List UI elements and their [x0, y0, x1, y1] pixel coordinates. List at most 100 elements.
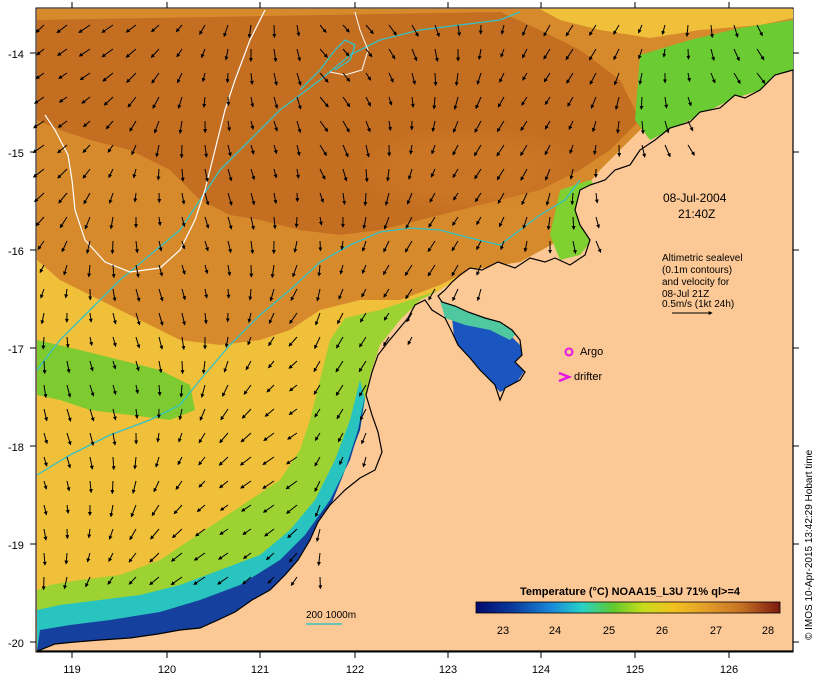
velocity-arrow — [496, 144, 505, 157]
velocity-arrow — [220, 408, 229, 421]
velocity-arrow — [404, 264, 413, 277]
velocity-arrow — [500, 24, 505, 35]
velocity-arrow — [270, 264, 275, 279]
velocity-arrow — [687, 72, 691, 83]
velocity-arrow — [111, 264, 116, 279]
velocity-arrow — [43, 408, 48, 422]
velocity-arrow — [181, 312, 186, 326]
y-tick-label: -20 — [8, 638, 24, 650]
velocity-arrow — [89, 360, 94, 372]
velocity-arrow — [158, 312, 164, 326]
velocity-arrow — [361, 288, 367, 298]
velocity-arrow — [314, 432, 321, 441]
velocity-arrow — [500, 48, 505, 58]
velocity-arrow — [227, 144, 232, 157]
velocity-arrow — [452, 288, 459, 302]
velocity-arrow — [193, 552, 206, 561]
velocity-arrow — [107, 576, 114, 585]
velocity-arrow — [227, 120, 232, 132]
velocity-arrow — [453, 96, 459, 110]
velocity-arrow — [544, 144, 551, 156]
velocity-arrow — [545, 192, 551, 206]
velocity-arrow — [340, 240, 345, 251]
velocity-arrow — [108, 528, 114, 540]
velocity-arrow — [133, 456, 138, 470]
velocity-arrow — [32, 144, 45, 154]
x-tick-label: 124 — [532, 664, 550, 676]
date-label: 08-Jul-2004 — [663, 191, 727, 205]
velocity-arrow — [66, 408, 72, 422]
velocity-arrow — [63, 264, 68, 276]
velocity-arrow — [170, 576, 183, 586]
velocity-arrow — [128, 576, 137, 585]
altimetry-note: Altimetric sealevel (0.1m contours) and … — [662, 253, 743, 310]
velocity-arrow — [313, 360, 321, 373]
velocity-arrow — [109, 504, 114, 518]
velocity-arrow — [58, 192, 68, 204]
y-tick-label: -16 — [8, 246, 24, 258]
velocity-arrow — [66, 360, 71, 374]
x-tick-label: 121 — [251, 664, 269, 676]
velocity-arrow — [336, 336, 344, 349]
velocity-arrow — [155, 144, 160, 158]
velocity-arrow — [358, 384, 367, 397]
velocity-arrow — [452, 216, 459, 226]
velocity-arrow — [342, 96, 351, 108]
velocity-arrow — [111, 456, 116, 471]
velocity-arrow — [43, 480, 48, 490]
velocity-arrow — [219, 432, 229, 444]
velocity-arrow — [316, 288, 321, 302]
depth-contours — [36, 11, 581, 476]
velocity-arrow — [195, 528, 206, 537]
velocity-arrow — [591, 120, 597, 133]
velocity-arrow — [181, 264, 186, 275]
velocity-arrow — [411, 48, 418, 62]
velocity-arrow — [664, 96, 669, 109]
velocity-arrow — [135, 360, 140, 372]
velocity-arrow — [248, 288, 253, 301]
velocity-arrow — [273, 168, 278, 179]
velocity-arrow — [362, 456, 367, 468]
velocity-arrow — [477, 48, 482, 60]
velocity-arrow — [315, 528, 321, 542]
velocity-arrow — [87, 528, 92, 539]
velocity-arrow — [57, 120, 68, 128]
velocity-arrow — [56, 24, 68, 34]
velocity-arrow — [361, 240, 367, 252]
velocity-arrow — [296, 120, 302, 134]
velocity-arrow — [59, 216, 68, 229]
velocity-arrow — [686, 48, 691, 60]
sealevel-contour-2 — [329, 11, 369, 76]
velocity-arrow — [363, 192, 368, 207]
velocity-arrow — [637, 48, 643, 60]
tick-marks — [30, 2, 799, 658]
velocity-arrow — [175, 24, 183, 33]
velocity-arrow — [264, 408, 275, 417]
velocity-arrow — [128, 552, 137, 563]
velocity-arrow — [342, 72, 351, 82]
x-tick-label: 120 — [158, 664, 176, 676]
velocity-arrow — [342, 192, 347, 205]
velocity-arrow — [293, 240, 298, 253]
velocity-arrow — [225, 72, 230, 84]
velocity-arrow — [89, 432, 95, 446]
velocity-arrow — [272, 216, 277, 230]
velocity-arrow — [218, 456, 229, 466]
velocity-arrow — [134, 408, 139, 419]
altimetry-note-line: 08-Jul 21Z — [662, 289, 709, 300]
velocity-arrow — [219, 480, 229, 489]
velocity-arrow — [452, 120, 459, 133]
velocity-arrow — [409, 144, 414, 155]
velocity-arrow — [135, 336, 141, 349]
velocity-arrow — [661, 24, 666, 36]
velocity-arrow — [404, 240, 413, 253]
velocity-arrow — [592, 144, 597, 156]
velocity-arrow — [262, 456, 275, 466]
velocity-arrow — [336, 408, 344, 420]
velocity-arrow — [434, 24, 440, 38]
velocity-arrow — [35, 24, 45, 33]
velocity-arrow — [247, 312, 252, 323]
velocity-arrow — [196, 504, 206, 513]
velocity-arrow — [135, 384, 140, 394]
velocity-arrow — [318, 216, 323, 226]
